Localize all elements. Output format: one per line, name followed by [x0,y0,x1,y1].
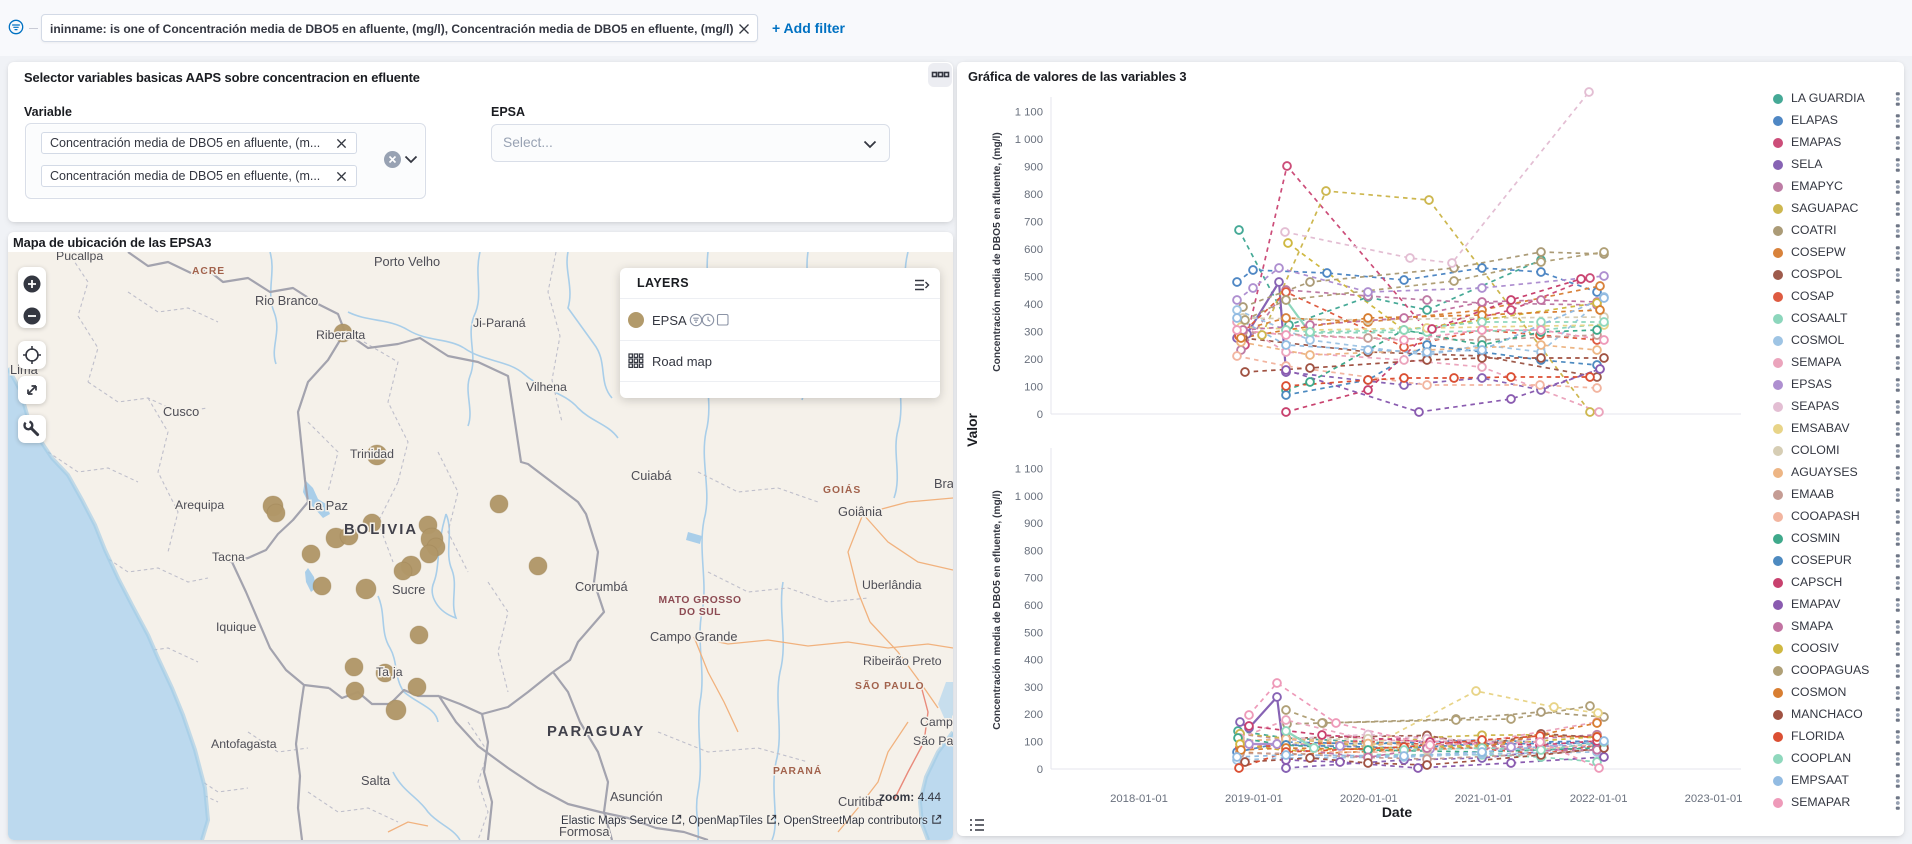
svg-text:200: 200 [1024,354,1043,366]
svg-text:Formosa: Formosa [559,824,610,839]
svg-text:100: 100 [1024,737,1043,749]
svg-text:300: 300 [1024,682,1043,694]
svg-text:800: 800 [1024,545,1043,557]
svg-text:800: 800 [1024,189,1043,201]
svg-text:0: 0 [1037,764,1043,776]
svg-text:Asunción: Asunción [610,789,663,804]
svg-text:100: 100 [1024,381,1043,393]
svg-text:2019-01-01: 2019-01-01 [1225,793,1283,805]
svg-text:1 100: 1 100 [1015,107,1043,119]
svg-text:300: 300 [1024,326,1043,338]
svg-text:Uberlândia: Uberlândia [862,578,922,592]
svg-text:1 000: 1 000 [1015,491,1043,503]
svg-text:Goiânia: Goiânia [838,504,883,519]
svg-text:Pucallpa: Pucallpa [56,252,103,263]
svg-text:Campina: Campina [920,715,953,729]
svg-text:900: 900 [1024,161,1043,173]
svg-text:Iquique: Iquique [216,620,257,634]
svg-text:Ribeirão Preto: Ribeirão Preto [863,654,942,668]
svg-text:400: 400 [1024,299,1043,311]
svg-text:ja: ja [392,665,403,679]
svg-text:1 100: 1 100 [1015,464,1043,476]
svg-text:700: 700 [1024,216,1043,228]
svg-text:500: 500 [1024,271,1043,283]
svg-text:PARANÁ: PARANÁ [773,764,822,777]
svg-text:Sucre: Sucre [392,582,425,597]
svg-text:SÃO PAULO: SÃO PAULO [855,679,924,692]
svg-text:200: 200 [1024,709,1043,721]
svg-text:2020-01-01: 2020-01-01 [1340,793,1398,805]
svg-text:900: 900 [1024,518,1043,530]
svg-text:Porto Velho: Porto Velho [374,254,440,269]
svg-text:Tacna: Tacna [212,550,245,564]
svg-text:400: 400 [1024,655,1043,667]
svg-text:Date: Date [1382,804,1413,820]
svg-text:São Pa: São Pa [913,734,953,748]
svg-text:Concentración media de DBO5 en: Concentración media de DBO5 en afluente,… [992,132,1003,371]
svg-text:2021-01-01: 2021-01-01 [1455,793,1513,805]
svg-text:Arequipa: Arequipa [175,498,224,512]
svg-text:PARAGUAY: PARAGUAY [547,724,645,740]
svg-text:BOLIVIA: BOLIVIA [344,522,418,538]
svg-text:DO SUL: DO SUL [679,607,721,618]
svg-text:Rio Branco: Rio Branco [255,293,318,308]
svg-text:Vilhena: Vilhena [526,380,567,394]
svg-text:GOIÁS: GOIÁS [823,483,861,496]
svg-text:1 000: 1 000 [1015,134,1043,146]
svg-text:Cusco: Cusco [163,404,199,419]
svg-text:Ta: Ta [376,665,389,679]
svg-text:Ji-Paraná: Ji-Paraná [473,316,526,330]
svg-text:Antofagasta: Antofagasta [211,737,277,751]
svg-text:Valor: Valor [965,412,980,446]
svg-text:Cuiabá: Cuiabá [631,468,672,483]
svg-text:500: 500 [1024,627,1043,639]
svg-text:2018-01-01: 2018-01-01 [1110,793,1168,805]
svg-text:La Paz: La Paz [308,498,348,513]
svg-text:2023-01-01: 2023-01-01 [1685,793,1743,805]
svg-text:Trinidad: Trinidad [350,447,394,461]
svg-text:ACRE: ACRE [192,266,225,277]
svg-text:0: 0 [1037,409,1043,421]
svg-text:700: 700 [1024,573,1043,585]
svg-text:600: 600 [1024,244,1043,256]
svg-text:2022-01-01: 2022-01-01 [1570,793,1628,805]
svg-text:Curitiba: Curitiba [838,794,883,809]
svg-text:Concentración media de DBO5 en: Concentración media de DBO5 en efluente,… [992,490,1003,729]
svg-text:Campo Grande: Campo Grande [650,629,738,644]
svg-text:MATO GROSSO: MATO GROSSO [659,595,742,606]
svg-text:600: 600 [1024,600,1043,612]
svg-text:Corumbá: Corumbá [575,579,629,594]
svg-text:Riberalta: Riberalta [316,328,365,342]
svg-text:Brasília: Brasília [934,476,953,491]
svg-text:Salta: Salta [361,773,391,788]
